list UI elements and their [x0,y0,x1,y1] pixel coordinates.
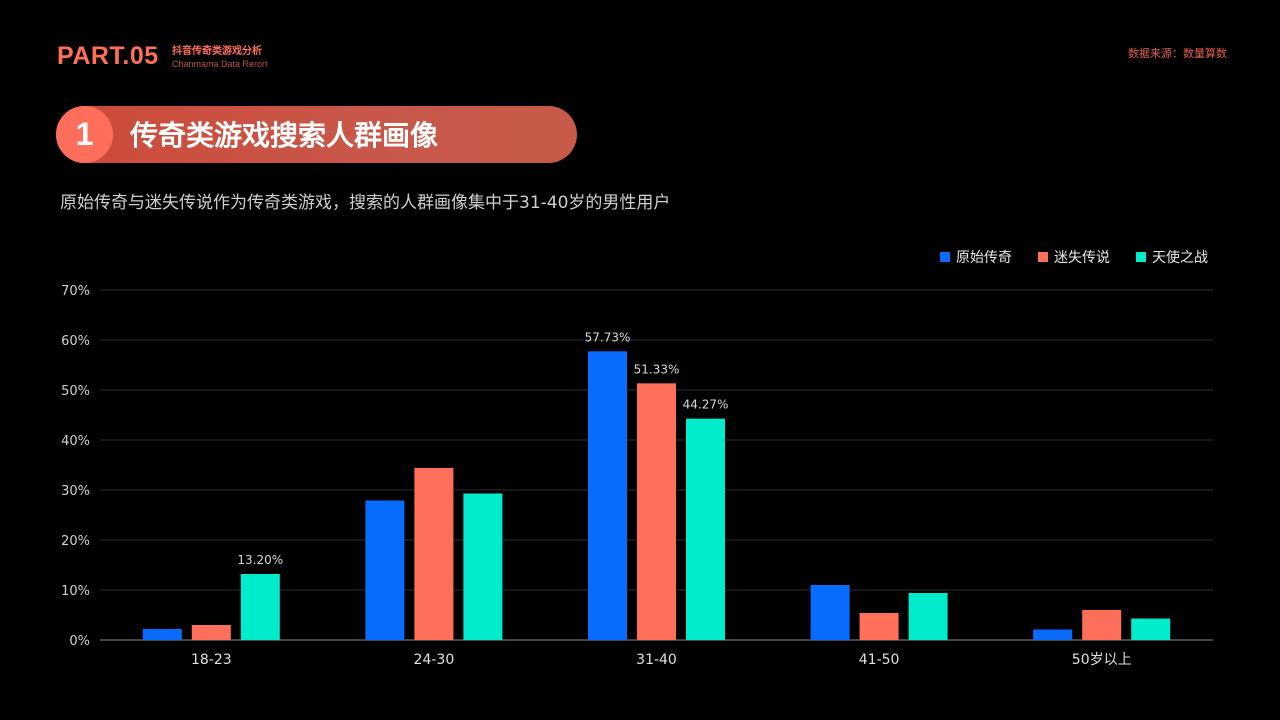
bar-series-1-5 [1033,629,1073,640]
legend-swatch-series-3 [1136,252,1146,262]
part-label: PART.05 [57,42,159,70]
x-tick-label: 50岁以上 [1072,652,1132,668]
y-tick-label: 70% [61,284,90,299]
y-tick-label: 50% [61,384,90,399]
report-title-en: Chanmama Data Rerort [172,59,268,69]
bar-series-2-4 [859,613,899,640]
legend-item-series-2: 迷失传说 [1038,247,1110,267]
data-label: 13.20% [237,553,283,567]
bar-series-1-1 [142,629,182,640]
y-tick-label: 10% [61,584,90,599]
bar-series-3-2 [463,493,503,640]
bar-series-3-1 [240,574,280,640]
data-label: 44.27% [683,398,729,412]
bar-series-2-5 [1082,610,1122,640]
x-tick-label: 31-40 [636,652,677,668]
legend-item-series-3: 天使之战 [1136,247,1208,267]
x-tick-label: 41-50 [859,652,900,668]
legend-label-series-1: 原始传奇 [956,250,1012,266]
bar-series-1-4 [810,585,850,640]
y-tick-label: 40% [61,434,90,449]
section-number-badge: 1 [56,106,113,163]
legend-item-series-1: 原始传奇 [940,247,1012,267]
section-subtitle: 原始传奇与迷失传说作为传奇类游戏，搜索的人群画像集中于31-40岁的男性用户 [60,193,671,213]
y-tick-label: 0% [69,634,90,649]
bar-series-3-4 [908,593,948,640]
section-banner [56,106,577,163]
report-title: 抖音传奇类游戏分析 Chanmama Data Rerort [172,46,268,70]
data-label: 51.33% [634,362,680,376]
report-title-cn: 抖音传奇类游戏分析 [172,46,262,57]
x-tick-label: 18-23 [191,652,232,668]
bar-series-2-2 [414,468,454,640]
bar-series-3-5 [1131,618,1171,640]
data-label: 57.73% [585,330,631,344]
bar-series-2-1 [191,625,231,640]
section-title: 传奇类游戏搜索人群画像 [130,119,439,152]
y-tick-label: 20% [61,534,90,549]
chart-legend: 原始传奇 迷失传说 天使之战 [940,247,1208,267]
legend-label-series-2: 迷失传说 [1054,250,1110,266]
legend-swatch-series-2 [1038,252,1048,262]
y-tick-label: 60% [61,334,90,349]
x-tick-label: 24-30 [414,652,455,668]
bar-series-1-3 [588,351,627,640]
bar-series-2-3 [637,383,676,640]
legend-label-series-3: 天使之战 [1152,250,1208,266]
bar-series-3-3 [686,418,725,640]
data-source: 数据来源：数量算数 [1128,47,1227,60]
bar-series-1-2 [365,500,405,640]
legend-swatch-series-1 [940,252,950,262]
y-tick-label: 30% [61,484,90,499]
